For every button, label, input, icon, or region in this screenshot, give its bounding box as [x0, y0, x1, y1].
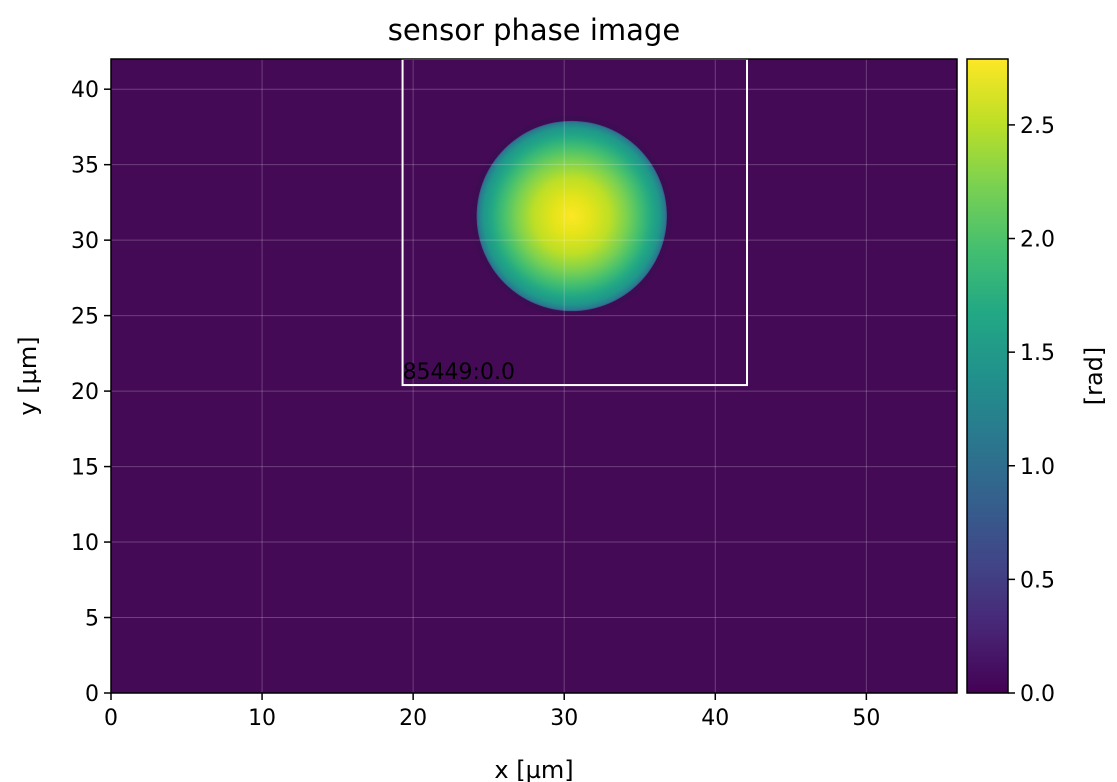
x-tick-label: 10 — [248, 706, 276, 731]
colorbar-tick-label: 1.5 — [1020, 341, 1055, 366]
phase-disc — [476, 120, 667, 312]
x-tick-label: 0 — [104, 706, 118, 731]
y-tick-label: 40 — [71, 78, 99, 103]
x-axis-ticks: 0 10 20 30 40 50 — [104, 693, 880, 731]
y-tick-label: 30 — [71, 229, 99, 254]
colorbar-tick-label: 0.5 — [1020, 568, 1055, 593]
x-tick-label: 40 — [701, 706, 729, 731]
y-tick-label: 35 — [71, 154, 99, 179]
plot-frame — [110, 58, 958, 694]
y-tick-label: 15 — [71, 456, 99, 481]
x-tick-label: 20 — [399, 706, 427, 731]
x-axis-label: x [µm] — [494, 756, 573, 782]
annotation-box — [401, 59, 749, 387]
y-tick-label: 25 — [71, 305, 99, 330]
colorbar-tick-label: 2.5 — [1020, 114, 1055, 139]
colorbar-gradient — [966, 58, 1009, 694]
chart-title: sensor phase image — [388, 13, 680, 47]
y-tick-label: 20 — [71, 380, 99, 405]
colorbar: 0.0 0.5 1.0 1.5 2.0 2.5 [rad] — [966, 58, 1108, 707]
colorbar-tick-label: 1.0 — [1020, 455, 1055, 480]
y-tick-label: 0 — [85, 682, 99, 707]
plot-area: 85449:0.0 0 10 20 30 40 50 0 5 10 15 20 25 30 35 40 — [71, 58, 958, 731]
colorbar-tick-label: 0.0 — [1020, 682, 1055, 707]
colorbar-tick-label: 2.0 — [1020, 228, 1055, 253]
grid-lines — [111, 59, 957, 693]
annotation-label: 85449:0.0 — [403, 360, 515, 385]
colorbar-label: [rad] — [1080, 347, 1108, 406]
y-tick-label: 5 — [85, 607, 99, 632]
x-tick-label: 50 — [852, 706, 880, 731]
y-axis-label: y [µm] — [14, 336, 42, 415]
y-axis-ticks: 0 5 10 15 20 25 30 35 40 — [71, 78, 111, 707]
y-tick-label: 10 — [71, 531, 99, 556]
colorbar-ticks: 0.0 0.5 1.0 1.5 2.0 2.5 — [1008, 114, 1055, 707]
x-tick-label: 30 — [550, 706, 578, 731]
